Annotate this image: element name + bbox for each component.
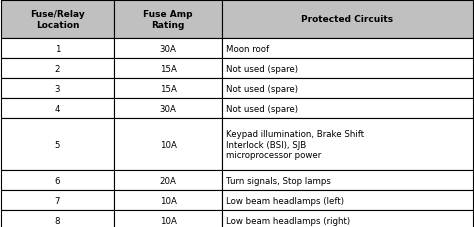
Bar xyxy=(114,190,222,210)
Bar xyxy=(222,79,473,99)
Text: 10A: 10A xyxy=(160,216,176,225)
Text: Low beam headlamps (right): Low beam headlamps (right) xyxy=(226,216,350,225)
Text: 4: 4 xyxy=(55,104,60,113)
Text: 6: 6 xyxy=(55,176,60,185)
Bar xyxy=(114,99,222,118)
Text: Not used (spare): Not used (spare) xyxy=(226,104,298,113)
Text: Fuse/Relay
Location: Fuse/Relay Location xyxy=(30,10,85,30)
Text: 15A: 15A xyxy=(160,84,176,93)
Bar xyxy=(1,99,114,118)
Bar xyxy=(222,190,473,210)
Text: Turn signals, Stop lamps: Turn signals, Stop lamps xyxy=(226,176,331,185)
Text: 3: 3 xyxy=(55,84,60,93)
Text: 7: 7 xyxy=(55,196,60,205)
Bar xyxy=(222,118,473,170)
Bar xyxy=(1,210,114,227)
Bar xyxy=(1,1,114,39)
Bar xyxy=(222,99,473,118)
Bar xyxy=(114,59,222,79)
Text: 1: 1 xyxy=(55,44,60,53)
Text: Protected Circuits: Protected Circuits xyxy=(301,15,393,24)
Bar xyxy=(222,39,473,59)
Text: Keypad illumination, Brake Shift
Interlock (BSI), SJB
microprocessor power: Keypad illumination, Brake Shift Interlo… xyxy=(226,130,364,159)
Bar xyxy=(114,79,222,99)
Text: Low beam headlamps (left): Low beam headlamps (left) xyxy=(226,196,344,205)
Bar xyxy=(114,39,222,59)
Bar xyxy=(1,39,114,59)
Bar xyxy=(222,1,473,39)
Bar xyxy=(1,59,114,79)
Text: Not used (spare): Not used (spare) xyxy=(226,64,298,73)
Text: 20A: 20A xyxy=(160,176,176,185)
Text: Not used (spare): Not used (spare) xyxy=(226,84,298,93)
Text: 30A: 30A xyxy=(160,44,176,53)
Text: 15A: 15A xyxy=(160,64,176,73)
Text: 8: 8 xyxy=(55,216,60,225)
Bar xyxy=(114,170,222,190)
Text: 10A: 10A xyxy=(160,140,176,149)
Bar xyxy=(222,59,473,79)
Text: 10A: 10A xyxy=(160,196,176,205)
Bar xyxy=(114,1,222,39)
Text: 5: 5 xyxy=(55,140,60,149)
Bar xyxy=(222,210,473,227)
Bar xyxy=(1,170,114,190)
Bar xyxy=(114,118,222,170)
Text: 30A: 30A xyxy=(160,104,176,113)
Bar xyxy=(1,79,114,99)
Bar xyxy=(1,118,114,170)
Text: 2: 2 xyxy=(55,64,60,73)
Bar xyxy=(114,210,222,227)
Text: Moon roof: Moon roof xyxy=(226,44,269,53)
Bar xyxy=(1,190,114,210)
Text: Fuse Amp
Rating: Fuse Amp Rating xyxy=(143,10,193,30)
Bar xyxy=(222,170,473,190)
